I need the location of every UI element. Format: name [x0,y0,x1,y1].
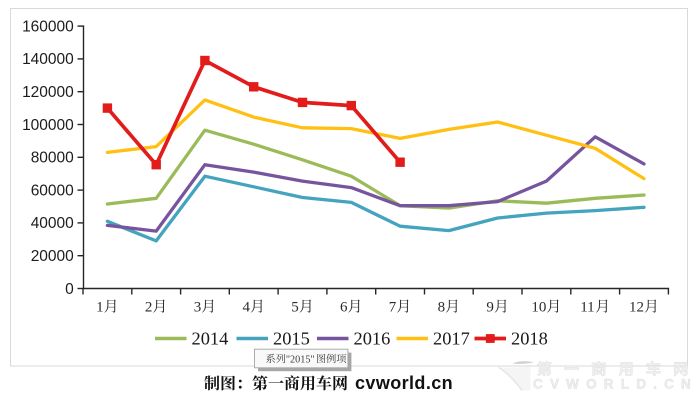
svg-text:2014: 2014 [192,329,229,349]
svg-text:20000: 20000 [31,248,74,265]
svg-text:1: 1 [96,300,104,316]
svg-text:60000: 60000 [31,182,74,199]
svg-text:2016: 2016 [354,329,391,349]
svg-text:cvworld.cn: cvworld.cn [355,373,453,393]
svg-text:80000: 80000 [31,150,74,167]
svg-text:100000: 100000 [22,117,74,134]
svg-text:5: 5 [291,300,299,316]
svg-text:9: 9 [486,300,494,316]
svg-text:0: 0 [65,281,74,298]
svg-text:2: 2 [145,300,153,316]
svg-text:2017: 2017 [433,329,470,349]
svg-text:"2015": "2015" [286,354,315,365]
svg-text:40000: 40000 [31,215,74,232]
svg-text:2015: 2015 [273,329,310,349]
svg-text:7: 7 [389,300,397,316]
svg-text:6: 6 [340,300,348,316]
svg-text:120000: 120000 [22,84,74,101]
svg-text:3: 3 [194,300,202,316]
svg-text:160000: 160000 [22,18,74,35]
svg-text:2018: 2018 [511,329,548,349]
svg-text:11: 11 [580,300,594,316]
svg-text:CVWORLD.CN: CVWORLD.CN [533,377,698,392]
svg-text:8: 8 [438,300,446,316]
svg-text:140000: 140000 [22,51,74,68]
svg-text:12: 12 [629,300,644,316]
svg-text:10: 10 [531,300,546,316]
svg-text:4: 4 [243,300,251,316]
